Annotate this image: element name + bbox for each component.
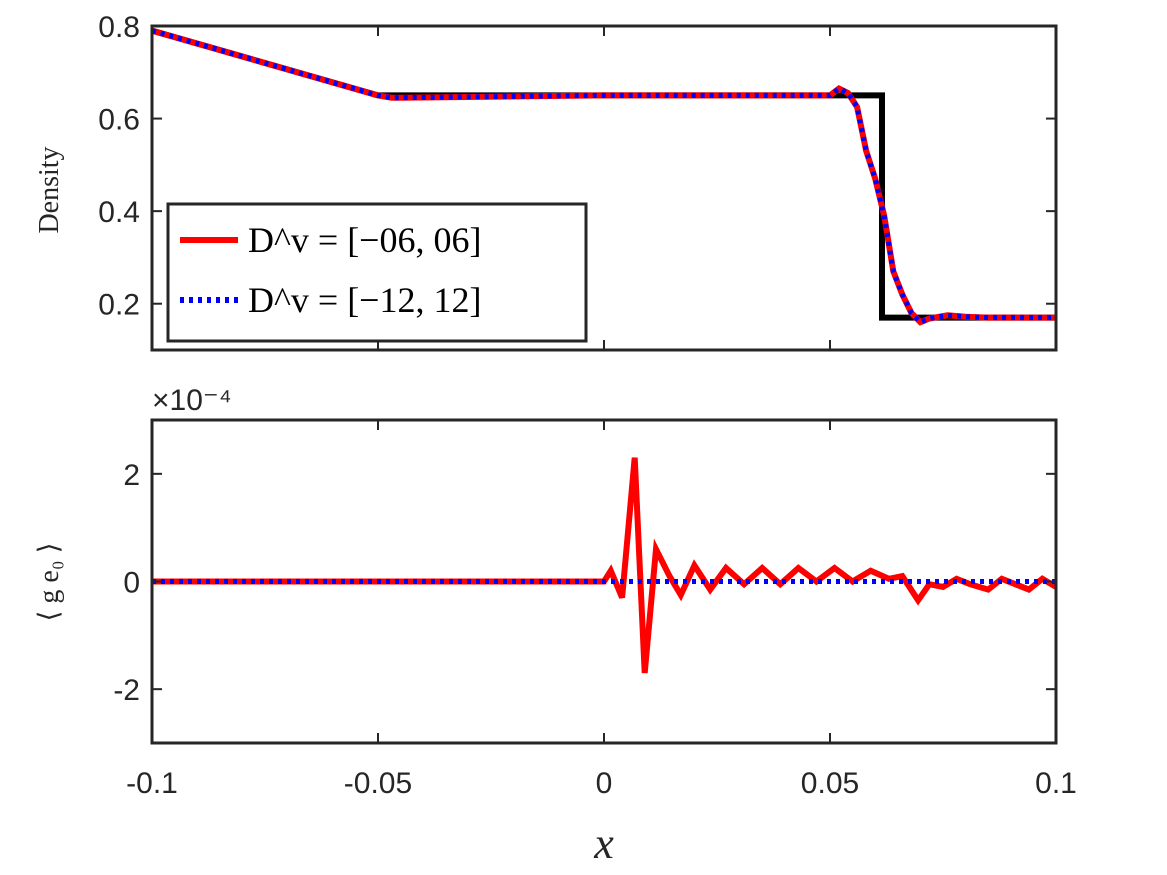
x-tick-label: -0.1 xyxy=(126,767,178,800)
y-tick-label: 0.6 xyxy=(98,104,140,137)
y-tick-label: 2 xyxy=(123,459,140,492)
moment-ticks: -0.1 -0.05 0 0.05 0.1 -2 0 2 xyxy=(113,420,1077,800)
series-line-1-0 xyxy=(152,457,1058,674)
legend-label-blue: D^v = [−12, 12] xyxy=(248,280,481,320)
y-tick-label: 0.4 xyxy=(98,196,140,229)
y-tick-label: -2 xyxy=(113,674,140,707)
moment-y-label: ⟨ g e₀ ⟩ xyxy=(34,542,65,621)
series-line-0-2 xyxy=(151,28,1056,326)
moment-series-lines xyxy=(152,457,1058,674)
legend-label-red: D^v = [−06, 06] xyxy=(248,220,481,260)
density-y-label: Density xyxy=(34,146,65,233)
x-tick-label: 0.1 xyxy=(1035,767,1077,800)
x-tick-label: 0.05 xyxy=(801,767,859,800)
density-ticks: 0.2 0.4 0.6 0.8 xyxy=(98,11,1057,350)
y-tick-label: 0.2 xyxy=(98,289,140,322)
moment-panel: -0.1 -0.05 0 0.05 0.1 -2 0 2 ×10⁻⁴ ⟨ g e₀ ⟩ x xyxy=(34,384,1077,868)
x-axis-label: x xyxy=(593,819,614,868)
y-tick-label: 0.8 xyxy=(98,11,140,44)
x-tick-label: 0 xyxy=(596,767,613,800)
density-legend: D^v = [−06, 06] D^v = [−12, 12] xyxy=(166,202,588,343)
density-panel: 0.2 0.4 0.6 0.8 Density D^v = [−06, 06] D^v… xyxy=(34,11,1058,352)
x-tick-label: -0.05 xyxy=(344,767,412,800)
moment-exponent-label: ×10⁻⁴ xyxy=(152,384,232,417)
y-tick-label: 0 xyxy=(123,567,140,600)
density-series-lines xyxy=(151,27,1056,326)
legend-box xyxy=(166,202,588,343)
